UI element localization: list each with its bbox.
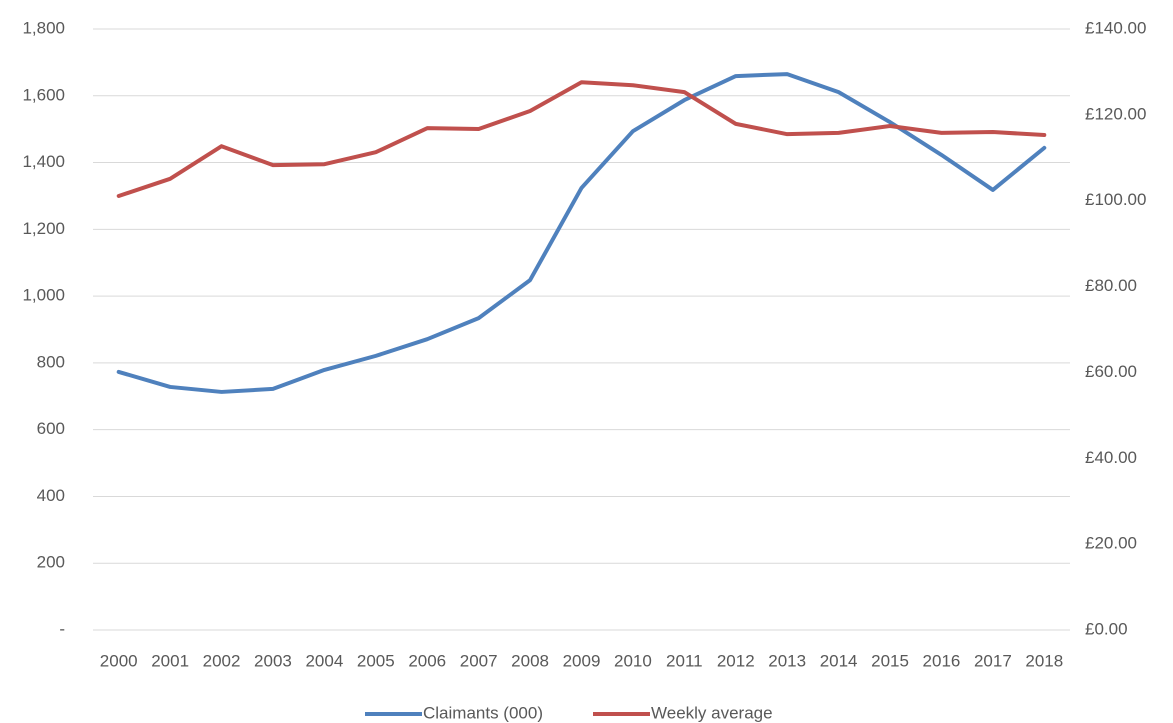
legend-label: Weekly average	[651, 703, 773, 722]
x-tick-label: 2013	[768, 651, 806, 670]
x-tick-label: 2014	[820, 651, 858, 670]
x-tick-label: 2004	[305, 651, 343, 670]
y-tick-label: 400	[37, 486, 65, 505]
data-line	[116, 80, 1047, 198]
x-tick-label: 2001	[151, 651, 189, 670]
y-tick-label: 1,200	[22, 219, 65, 238]
y2-tick-label: £60.00	[1085, 362, 1137, 381]
y2-tick-label: £120.00	[1085, 104, 1146, 123]
y-tick-label: 1,400	[22, 152, 65, 171]
x-tick-label: 2010	[614, 651, 652, 670]
x-tick-label: 2012	[717, 651, 755, 670]
y2-tick-label: £0.00	[1085, 619, 1128, 638]
x-tick-label: 2016	[923, 651, 961, 670]
data-line	[116, 72, 1047, 394]
x-tick-label: 2011	[666, 651, 703, 670]
x-tick-label: 2018	[1025, 651, 1063, 670]
y-tick-label: -	[59, 619, 65, 638]
y2-tick-label: £40.00	[1085, 448, 1137, 467]
y2-tick-label: £20.00	[1085, 534, 1137, 553]
y-tick-label: 1,800	[22, 18, 65, 37]
x-tick-label: 2006	[408, 651, 446, 670]
y-tick-label: 1,000	[22, 286, 65, 305]
y-tick-label: 600	[37, 419, 65, 438]
x-tick-label: 2007	[460, 651, 498, 670]
y-tick-label: 200	[37, 553, 65, 572]
x-tick-label: 2017	[974, 651, 1012, 670]
x-tick-label: 2009	[563, 651, 601, 670]
y2-tick-label: £80.00	[1085, 276, 1137, 295]
legend-label: Claimants (000)	[423, 703, 543, 722]
x-tick-label: 2003	[254, 651, 292, 670]
y-tick-label: 800	[37, 352, 65, 371]
y2-tick-label: £100.00	[1085, 190, 1146, 209]
x-tick-label: 2008	[511, 651, 549, 670]
y2-tick-label: £140.00	[1085, 18, 1146, 37]
y-tick-label: 1,600	[22, 85, 65, 104]
x-tick-label: 2002	[203, 651, 241, 670]
x-tick-label: 2005	[357, 651, 395, 670]
x-tick-label: 2015	[871, 651, 909, 670]
x-tick-label: 2000	[100, 651, 138, 670]
